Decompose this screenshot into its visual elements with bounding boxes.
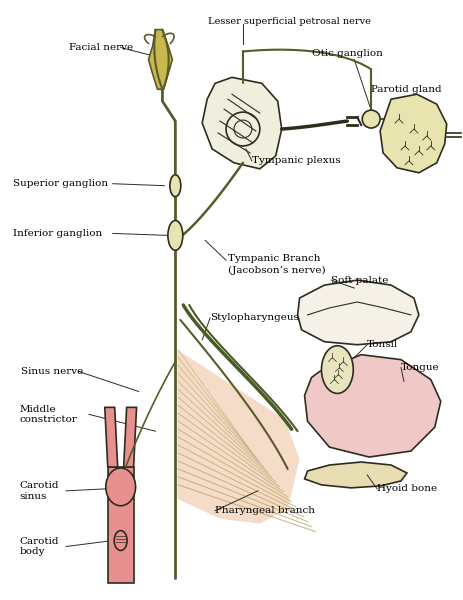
Polygon shape	[149, 29, 172, 89]
Text: Inferior ganglion: Inferior ganglion	[13, 229, 103, 238]
Text: Lesser superficial petrosal nerve: Lesser superficial petrosal nerve	[208, 17, 371, 26]
Text: (Jacobson’s nerve): (Jacobson’s nerve)	[228, 266, 325, 275]
Text: Parotid gland: Parotid gland	[371, 85, 442, 94]
Polygon shape	[105, 407, 118, 467]
Text: Middle
constrictor: Middle constrictor	[19, 404, 77, 424]
Ellipse shape	[106, 468, 136, 506]
Ellipse shape	[321, 346, 353, 394]
Polygon shape	[298, 280, 419, 345]
Text: Pharyngeal branch: Pharyngeal branch	[215, 506, 315, 515]
Polygon shape	[380, 94, 447, 173]
Ellipse shape	[170, 175, 181, 197]
Text: Carotid
body: Carotid body	[19, 537, 59, 556]
Text: Otic ganglion: Otic ganglion	[312, 49, 382, 58]
Polygon shape	[124, 407, 137, 467]
Text: Tonsil: Tonsil	[367, 340, 399, 349]
Polygon shape	[108, 467, 134, 583]
Text: Soft palate: Soft palate	[332, 275, 389, 284]
Polygon shape	[202, 77, 282, 169]
Text: Tongue: Tongue	[401, 363, 439, 372]
Text: Tympanic plexus: Tympanic plexus	[252, 157, 340, 166]
Text: Superior ganglion: Superior ganglion	[13, 179, 108, 188]
Text: Facial nerve: Facial nerve	[69, 43, 133, 52]
Circle shape	[362, 110, 380, 128]
Text: Tympanic Branch: Tympanic Branch	[228, 254, 320, 263]
Text: Sinus nerve: Sinus nerve	[21, 367, 83, 376]
Text: Hyoid bone: Hyoid bone	[377, 484, 437, 493]
Ellipse shape	[168, 220, 183, 250]
Ellipse shape	[114, 530, 127, 550]
Polygon shape	[177, 350, 300, 524]
Text: Carotid
sinus: Carotid sinus	[19, 481, 59, 500]
Polygon shape	[305, 462, 407, 488]
Text: Stylopharyngeus: Stylopharyngeus	[210, 313, 299, 322]
Polygon shape	[305, 355, 441, 457]
